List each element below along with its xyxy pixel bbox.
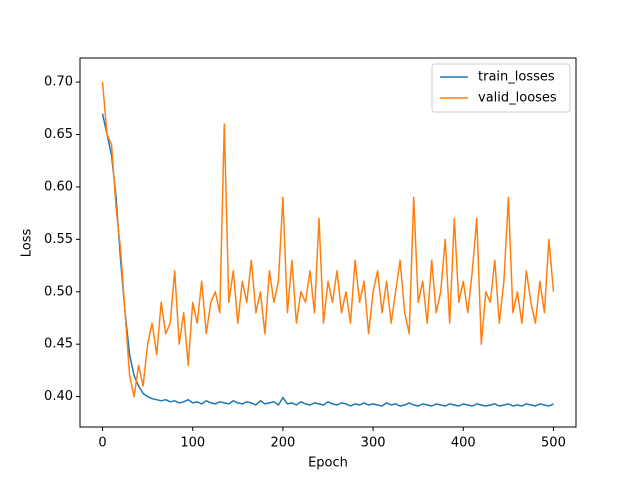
y-tick-label: 0.50 [44, 284, 73, 299]
line-series [101, 113, 554, 407]
y-tick-label: 0.55 [44, 232, 73, 247]
x-axis-label: Epoch [308, 456, 348, 471]
x-tick-label: 300 [361, 436, 386, 451]
line-series [101, 82, 555, 398]
legend-box [431, 63, 571, 113]
legend-label: valid_looses [478, 91, 557, 106]
x-tick-label: 500 [541, 436, 566, 451]
y-tick-label: 0.40 [44, 389, 73, 404]
y-tick-label: 0.60 [44, 179, 73, 194]
y-tick-label: 0.65 [44, 127, 73, 142]
x-tick-label: 100 [180, 436, 205, 451]
legend-label: train_losses [478, 70, 555, 85]
x-tick-label: 0 [98, 436, 106, 451]
axes-frame [79, 57, 577, 428]
y-tick-label: 0.45 [44, 337, 73, 352]
y-axis-label: Loss [20, 229, 35, 258]
x-tick-label: 200 [270, 436, 295, 451]
x-tick-label: 400 [451, 436, 476, 451]
y-tick-label: 0.70 [44, 75, 73, 90]
